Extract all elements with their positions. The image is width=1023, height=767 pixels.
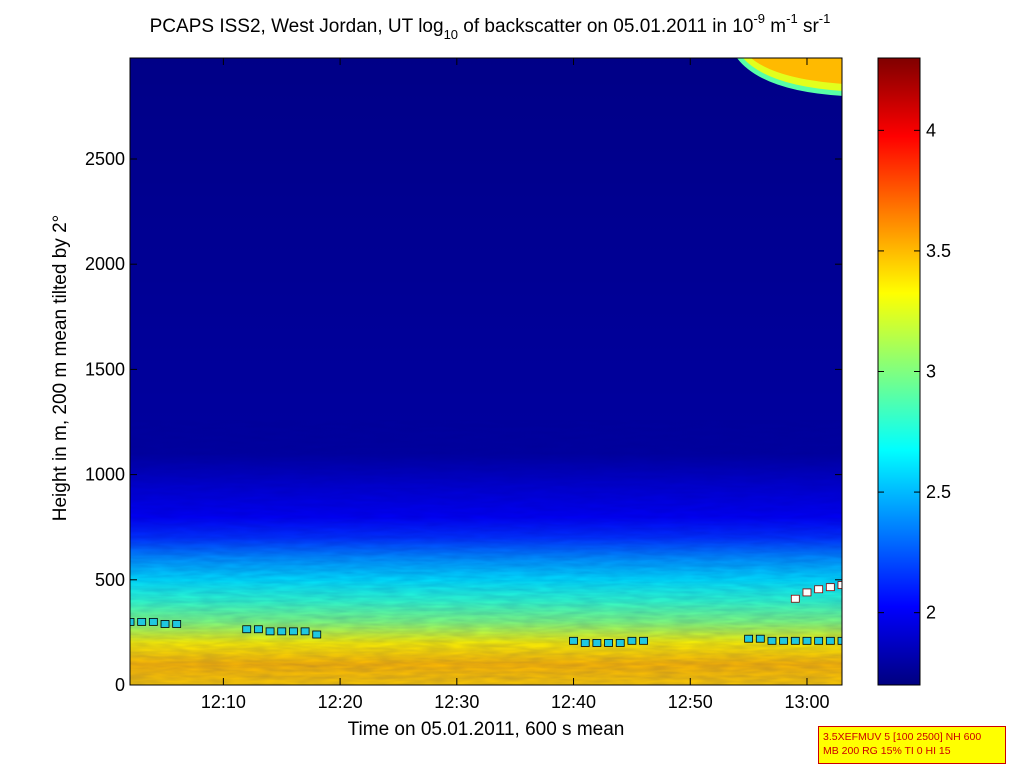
bl-marker <box>148 617 158 626</box>
bl-marker <box>639 636 648 645</box>
x-tick-label: 12:50 <box>668 692 713 712</box>
bl-marker <box>837 636 842 645</box>
colorbar <box>877 57 921 686</box>
bl-marker <box>755 634 765 643</box>
boundary-layer-markers <box>130 581 842 647</box>
chart-title: PCAPS ISS2, West Jordan, UT log10 of bac… <box>150 11 831 42</box>
bl-marker <box>160 620 170 628</box>
bl-marker <box>615 639 625 647</box>
bl-marker <box>767 636 777 645</box>
y-axis-label: Height in m, 200 m mean tilted by 2° <box>50 215 71 521</box>
bl-marker <box>137 617 147 626</box>
bl-marker <box>814 585 824 594</box>
colorbar-tick-label: 3.5 <box>926 241 951 261</box>
bl-marker <box>790 636 800 645</box>
x-axis-ticks: 12:10 12:20 12:30 12:40 12:50 13:00 <box>201 58 830 712</box>
y-tick-label: 2500 <box>85 149 125 169</box>
bl-marker <box>627 636 637 645</box>
bl-marker <box>825 583 835 592</box>
bl-marker <box>837 581 842 589</box>
plot-frame <box>129 57 843 686</box>
bl-marker <box>253 625 263 634</box>
info-line-2: MB 200 RG 15% TI 0 HI 15 <box>823 745 951 757</box>
x-tick-label: 12:40 <box>551 692 596 712</box>
bl-marker <box>814 636 824 645</box>
colorbar-tick-label: 4 <box>926 120 936 140</box>
x-tick-label: 12:30 <box>434 692 479 712</box>
bl-marker <box>172 620 182 628</box>
x-tick-label: 12:10 <box>201 692 246 712</box>
bl-marker <box>790 594 800 603</box>
y-tick-label: 1000 <box>85 465 125 485</box>
colorbar-tick-label: 2 <box>926 603 936 623</box>
bl-marker <box>802 636 812 645</box>
colorbar-ticks: 2 2.5 3 3.5 4 <box>878 120 951 623</box>
info-line-1: 3.5XEFMUV 5 [100 2500] NH 600 <box>823 731 982 743</box>
y-axis-ticks: 0 500 1000 1500 2000 2500 <box>85 149 842 695</box>
y-tick-label: 500 <box>95 570 125 590</box>
colorbar-tick-label: 2.5 <box>926 482 951 502</box>
heatmap-texture <box>130 420 842 685</box>
y-tick-label: 0 <box>115 675 125 695</box>
bl-marker <box>580 639 590 647</box>
x-axis-label: Time on 05.01.2011, 600 s mean <box>348 719 625 740</box>
bl-marker <box>312 630 322 639</box>
x-tick-label: 13:00 <box>784 692 829 712</box>
bl-marker <box>277 627 287 636</box>
bl-marker <box>265 627 275 636</box>
top-right-high-backscatter <box>736 58 842 96</box>
feature-layer <box>750 58 842 84</box>
y-tick-label: 1500 <box>85 359 125 379</box>
bl-marker <box>242 625 252 634</box>
bl-marker <box>289 627 298 636</box>
x-tick-label: 12:20 <box>318 692 363 712</box>
bl-marker <box>604 639 613 647</box>
bl-marker <box>569 636 578 645</box>
bl-marker <box>130 617 135 626</box>
colorbar-tick-label: 3 <box>926 362 936 382</box>
bl-marker <box>779 636 789 645</box>
bl-marker <box>592 639 602 647</box>
processing-info-box: 3.5XEFMUV 5 [100 2500] NH 600 MB 200 RG … <box>818 726 1006 764</box>
bl-marker <box>825 636 835 645</box>
bl-marker <box>744 634 754 643</box>
bl-marker <box>300 627 310 636</box>
bl-marker <box>802 588 812 597</box>
y-tick-label: 2000 <box>85 254 125 274</box>
plot-area <box>130 58 842 685</box>
